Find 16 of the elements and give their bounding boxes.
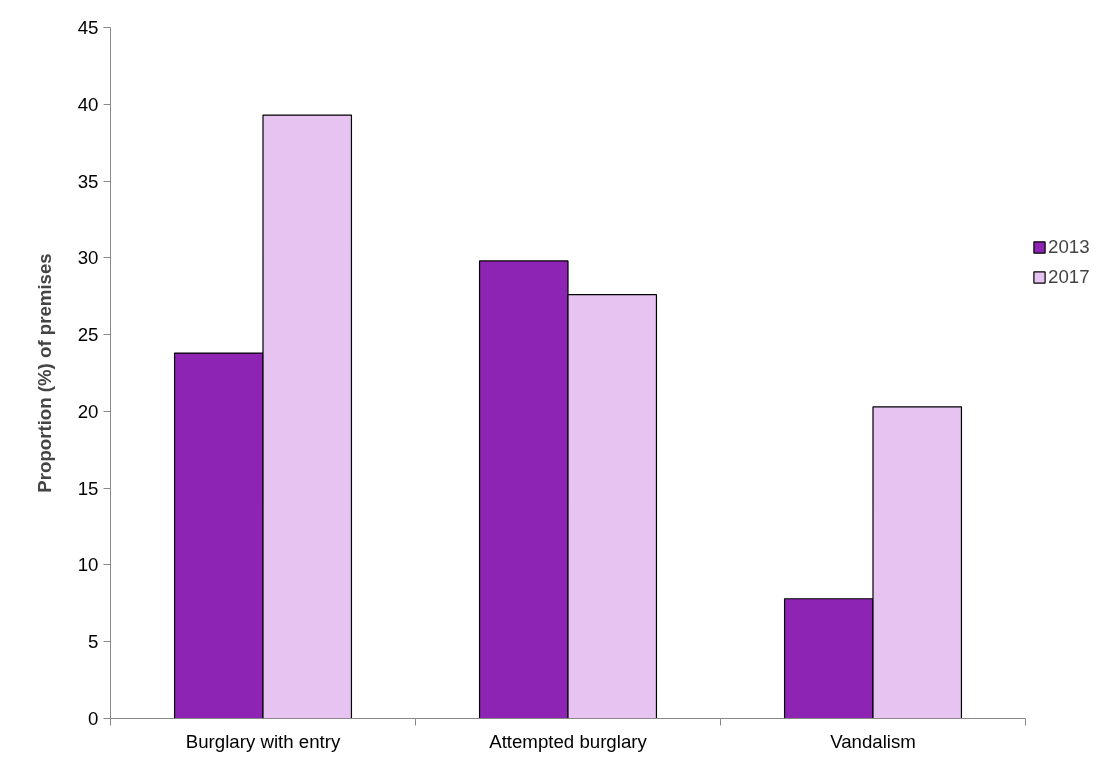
legend-label: 2013 [1048, 236, 1090, 258]
y-tick-label: 15 [77, 477, 99, 499]
x-tick-label: Burglary with entry [185, 730, 341, 752]
x-tick-label: Vandalism [830, 730, 916, 752]
y-tick-label: 45 [77, 17, 99, 38]
y-tick-label: 5 [88, 631, 99, 653]
y-tick-label: 40 [77, 93, 99, 115]
y-tick-label: 0 [88, 708, 99, 729]
y-tick-label: 25 [77, 324, 99, 346]
y-tick-label: 30 [77, 247, 99, 269]
legend-label: 2017 [1048, 266, 1090, 288]
y-tick-label: 20 [77, 400, 99, 422]
y-tick-label: 10 [77, 554, 99, 576]
y-axis-title: Proportion (%) of premises [33, 253, 55, 493]
y-tick-label: 35 [77, 170, 99, 192]
x-tick-label: Attempted burglary [489, 730, 648, 752]
